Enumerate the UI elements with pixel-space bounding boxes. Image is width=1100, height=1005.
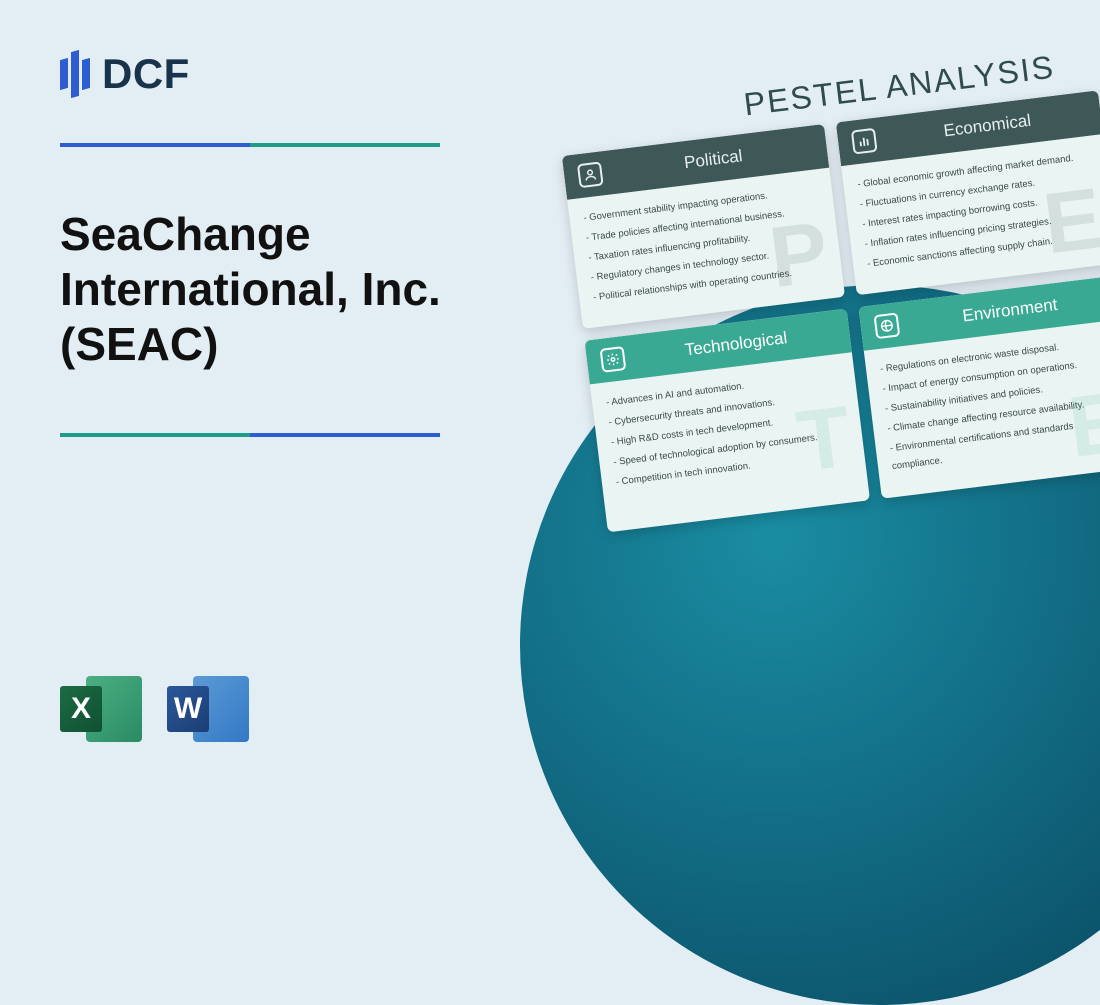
user-icon <box>577 161 604 188</box>
logo-text: DCF <box>102 50 190 98</box>
file-icons-row: X W <box>60 668 249 750</box>
pestel-cards-grid: Political - Government stability impacti… <box>562 90 1100 532</box>
word-icon[interactable]: W <box>167 668 249 750</box>
gear-icon <box>600 346 627 373</box>
card-environment: Environment - Regulations on electronic … <box>858 275 1100 498</box>
card-economical: Economical - Global economic growth affe… <box>836 90 1100 295</box>
excel-icon[interactable]: X <box>60 668 142 750</box>
divider-top <box>60 143 440 147</box>
logo-bars-icon <box>60 51 90 97</box>
logo: DCF <box>60 50 500 98</box>
chart-icon <box>851 128 878 155</box>
card-political: Political - Government stability impacti… <box>562 124 845 329</box>
pestel-panel: PESTEL ANALYSIS Political - Government s… <box>556 44 1100 532</box>
left-panel: DCF SeaChange International, Inc. (SEAC) <box>60 50 500 437</box>
card-technological: Technological - Advances in AI and autom… <box>585 309 870 532</box>
card-body: - Regulations on electronic waste dispos… <box>864 319 1100 498</box>
leaf-icon <box>874 313 901 340</box>
divider-bottom <box>60 433 440 437</box>
page-title: SeaChange International, Inc. (SEAC) <box>60 207 500 373</box>
